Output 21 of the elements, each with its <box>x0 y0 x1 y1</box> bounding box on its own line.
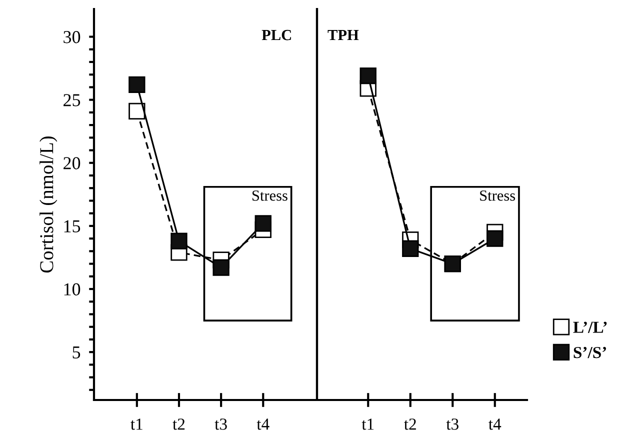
x-tick-label: t1 <box>130 418 142 430</box>
y-tick-label: 20 <box>64 157 80 170</box>
legend-label: S’/S’ <box>574 346 606 358</box>
x-tick-label: t3 <box>214 418 227 430</box>
legend-label: L’/L’ <box>573 322 607 333</box>
annotation: Stress <box>252 190 288 201</box>
text: TPH <box>328 30 359 40</box>
x-tick-label: t1 <box>362 418 374 430</box>
y-tick-label: 15 <box>64 220 80 232</box>
y-tick-label: 5 <box>72 346 80 359</box>
y-tick-label: 30 <box>64 31 80 44</box>
x-tick-label: t4 <box>256 418 270 430</box>
text: PLC <box>262 30 291 40</box>
annotation: Stress <box>480 190 516 201</box>
x-tick-label: t2 <box>404 418 416 430</box>
y-tick-label: 25 <box>64 94 80 106</box>
x-tick-label: t2 <box>172 418 185 430</box>
y-axis-title: Cortisol (nmol/L) <box>40 136 58 273</box>
x-tick-label: t3 <box>446 418 458 430</box>
x-tick-label: t4 <box>488 418 502 430</box>
y-tick-label: 10 <box>64 283 80 296</box>
